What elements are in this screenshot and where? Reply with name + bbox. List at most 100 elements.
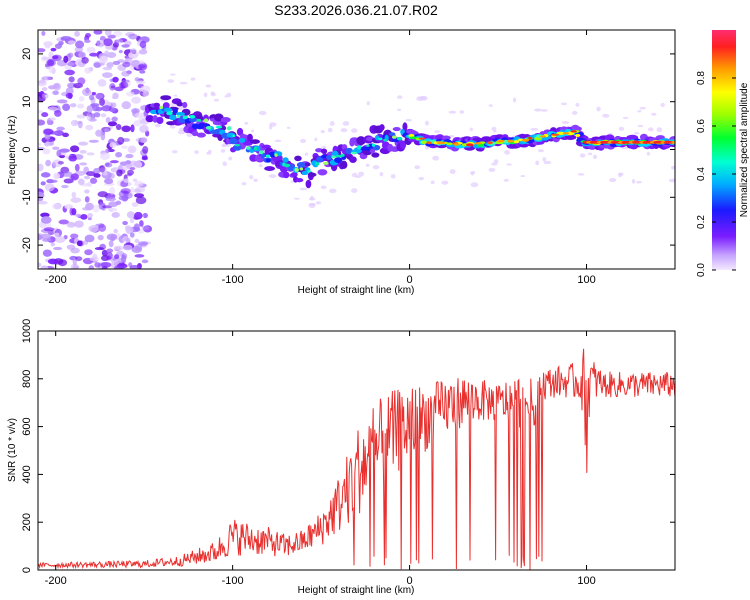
- noise-blob: [116, 169, 123, 177]
- scatter-blob: [432, 155, 439, 161]
- noise-blob: [121, 254, 127, 263]
- noise-blob: [70, 173, 79, 181]
- noise-blob: [134, 254, 145, 258]
- noise-blob: [87, 217, 92, 221]
- noise-blob: [68, 76, 75, 83]
- ridge-core-blob: [575, 133, 581, 138]
- scatter-blob: [647, 127, 654, 132]
- noise-blob: [114, 254, 120, 260]
- ridge-mid-blob: [321, 154, 327, 159]
- ridge-core-blob: [176, 115, 181, 118]
- ridge-outer-blob: [264, 166, 276, 171]
- noise-blob: [70, 197, 82, 203]
- noise-blob: [127, 145, 137, 154]
- noise-blob: [65, 87, 74, 95]
- noise-blob: [101, 266, 108, 269]
- ridge-core-blob: [340, 153, 345, 157]
- noise-blob: [57, 161, 64, 165]
- ridge-peak-blob: [496, 139, 505, 143]
- snr-background: [38, 331, 675, 570]
- noise-blob: [118, 81, 129, 89]
- noise-blob: [94, 262, 101, 268]
- noise-blob: [114, 265, 124, 269]
- ridge-outer-blob: [320, 148, 328, 154]
- scatter-blob: [470, 182, 479, 188]
- noise-blob: [97, 234, 104, 241]
- scatter-blob: [299, 187, 308, 191]
- scatter-blob: [537, 149, 545, 153]
- noise-blob: [50, 47, 57, 52]
- noise-blob: [130, 187, 135, 194]
- noise-blob: [77, 77, 86, 85]
- noise-blob: [107, 34, 116, 39]
- noise-blob: [139, 60, 145, 66]
- scatter-blob: [540, 109, 548, 112]
- noise-blob: [90, 177, 98, 184]
- scatter-blob: [493, 159, 499, 164]
- noise-blob: [93, 173, 101, 178]
- ridge-core-blob: [166, 111, 173, 116]
- scatter-blob: [320, 185, 327, 190]
- noise-blob: [123, 178, 129, 183]
- noise-blob: [104, 162, 113, 168]
- noise-blob: [38, 196, 44, 202]
- scatter-blob: [274, 139, 282, 143]
- snr-y-tick-label: 200: [21, 513, 33, 531]
- noise-blob: [52, 90, 59, 96]
- ridge-outer-blob: [379, 124, 385, 131]
- noise-blob: [130, 59, 141, 68]
- scatter-blob: [668, 178, 675, 183]
- ridge-core-blob: [366, 144, 370, 147]
- scatter-blob: [213, 98, 219, 102]
- noise-blob: [110, 102, 117, 108]
- ridge-peak-blob: [487, 141, 493, 145]
- noise-blob: [84, 234, 95, 243]
- noise-blob: [43, 128, 54, 135]
- scatter-blob: [329, 121, 335, 127]
- scatter-blob: [366, 101, 370, 106]
- noise-blob: [121, 145, 128, 149]
- noise-blob: [131, 96, 141, 104]
- snr-x-tick-label: -200: [45, 575, 67, 587]
- spectrogram-x-tick-label: 0: [407, 274, 413, 286]
- noise-blob: [134, 112, 145, 118]
- spectrogram-x-tick-label: -200: [45, 274, 67, 286]
- snr-x-tick-label: 0: [407, 575, 413, 587]
- scatter-blob: [286, 126, 291, 129]
- noise-blob: [125, 153, 134, 158]
- noise-blob: [74, 31, 80, 37]
- noise-blob: [87, 213, 93, 218]
- noise-blob: [85, 32, 91, 38]
- ridge-core-blob: [383, 138, 387, 142]
- noise-blob: [140, 85, 151, 93]
- noise-blob: [112, 92, 119, 100]
- spectrogram-x-tick-label: 100: [577, 274, 595, 286]
- ridge-mid-blob: [265, 158, 271, 163]
- noise-blob: [122, 221, 128, 226]
- scatter-blob: [169, 124, 176, 129]
- ridge-peak-blob: [528, 136, 533, 140]
- noise-blob: [80, 214, 88, 220]
- noise-blob: [106, 52, 117, 59]
- scatter-blob: [258, 110, 267, 116]
- colorbar: 0.0 0.2 0.4 0.6 0.8 Normalized spectral ampl…: [696, 30, 750, 277]
- scatter-blob: [190, 77, 196, 81]
- noise-blob: [108, 207, 114, 212]
- noise-blob: [85, 202, 94, 211]
- noise-blob: [98, 202, 106, 210]
- noise-blob: [141, 225, 150, 231]
- noise-blob: [113, 245, 124, 251]
- ridge-outer-blob: [160, 95, 172, 101]
- noise-blob: [118, 49, 123, 54]
- noise-blob: [38, 200, 48, 205]
- noise-blob: [79, 149, 87, 154]
- noise-blob: [54, 236, 66, 244]
- noise-blob: [69, 207, 74, 216]
- scatter-blob: [171, 150, 178, 154]
- ridge-peak-blob: [474, 142, 482, 145]
- noise-blob: [54, 109, 62, 117]
- ridge-outer-blob: [176, 101, 184, 107]
- ridge-outer-blob: [340, 160, 348, 169]
- scatter-blob: [222, 161, 227, 167]
- ridge-core-blob: [335, 154, 342, 158]
